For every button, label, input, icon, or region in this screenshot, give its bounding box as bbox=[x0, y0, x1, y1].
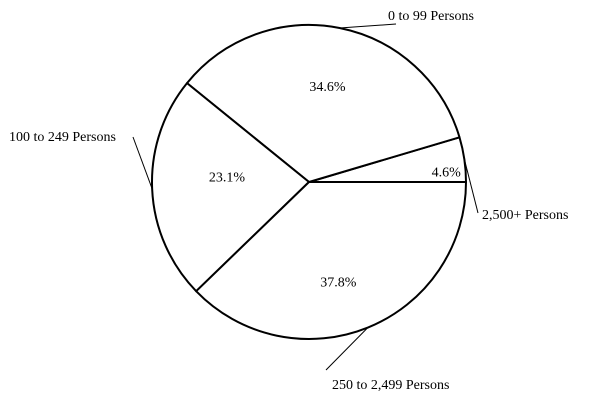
slice-percent-label: 4.6% bbox=[432, 166, 462, 181]
leader-lines-layer bbox=[132, 23, 479, 371]
leader-line bbox=[325, 327, 369, 371]
leader-line bbox=[463, 159, 479, 214]
slice-percent-label: 34.6% bbox=[309, 80, 346, 95]
pie-slice bbox=[186, 24, 461, 183]
slice-percent-label: 23.1% bbox=[209, 170, 246, 185]
leader-line bbox=[132, 136, 153, 190]
slice-category-label: 2,500+ Persons bbox=[482, 208, 568, 223]
slice-category-label: 100 to 249 Persons bbox=[9, 130, 116, 145]
category-labels-layer: 2,500+ Persons 0 to 99 Persons 100 to 249 … bbox=[9, 9, 568, 393]
slice-percent-label: 37.8% bbox=[320, 276, 357, 291]
leader-line bbox=[339, 23, 397, 29]
slices-layer bbox=[151, 24, 467, 340]
slice-category-label: 250 to 2,499 Persons bbox=[332, 378, 449, 393]
slice-category-label: 0 to 99 Persons bbox=[388, 9, 474, 24]
percent-labels-layer: 4.6% 34.6% 23.1% 37.8% bbox=[209, 80, 461, 291]
